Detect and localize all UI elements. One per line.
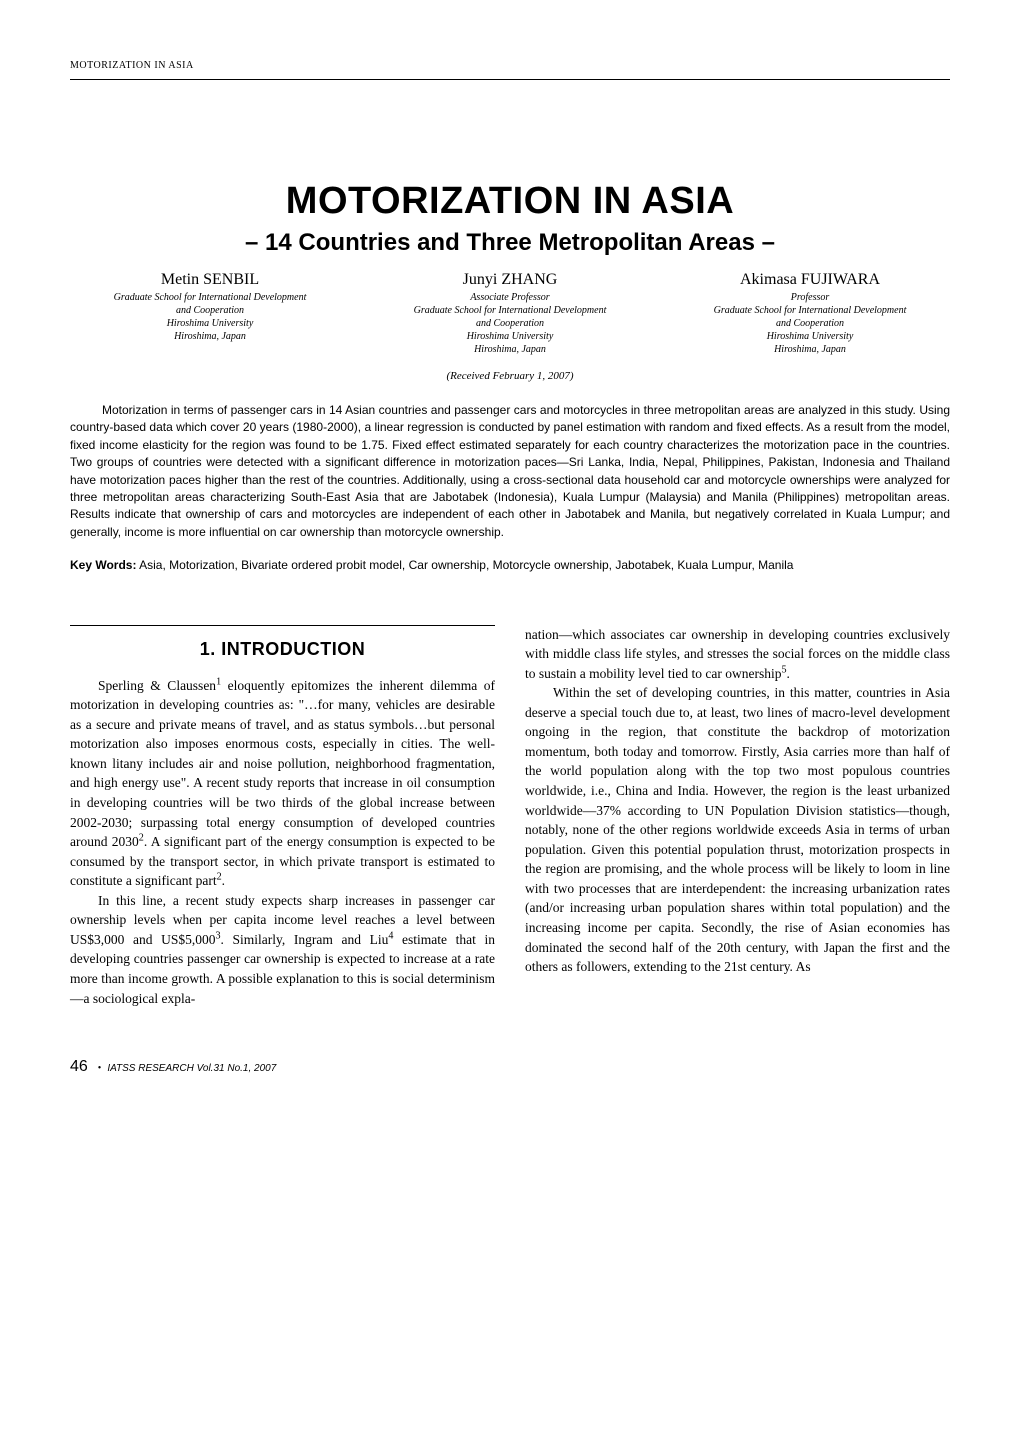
text-run: nation—which associates car ownership in…	[525, 627, 950, 681]
footer-bullet: •	[98, 1063, 102, 1074]
author-name: Akimasa FUJIWARA	[670, 271, 950, 289]
section-heading: 1. INTRODUCTION	[70, 636, 495, 662]
author-block-1: Metin SENBIL Graduate School for Interna…	[70, 271, 350, 356]
paragraph: Sperling & Claussen1 eloquently epitomiz…	[70, 676, 495, 891]
paragraph: Within the set of developing countries, …	[525, 683, 950, 976]
column-right: nation—which associates car ownership in…	[525, 625, 950, 1009]
author-role: Professor	[670, 291, 950, 304]
author-block-3: Akimasa FUJIWARA Professor Graduate Scho…	[670, 271, 950, 356]
paragraph-continuation: nation—which associates car ownership in…	[525, 625, 950, 684]
section-rule	[70, 625, 495, 626]
page-number: 46	[70, 1058, 88, 1076]
author-affil-line: Graduate School for International Develo…	[370, 304, 650, 317]
text-run: .	[787, 666, 790, 681]
text-run: Sperling & Claussen	[98, 678, 216, 693]
received-date: (Received February 1, 2007)	[70, 370, 950, 382]
authors-row: Metin SENBIL Graduate School for Interna…	[70, 271, 950, 356]
author-affil-line: Graduate School for International Develo…	[70, 291, 350, 304]
column-left: 1. INTRODUCTION Sperling & Claussen1 elo…	[70, 625, 495, 1009]
author-affil-line: Hiroshima University	[370, 330, 650, 343]
author-affil-line: Hiroshima University	[670, 330, 950, 343]
keywords-label: Key Words:	[70, 558, 136, 572]
page-footer: 46 • IATSS RESEARCH Vol.31 No.1, 2007	[70, 1058, 950, 1076]
author-affil-line: Hiroshima University	[70, 317, 350, 330]
author-name: Metin SENBIL	[70, 271, 350, 289]
paper-title: MOTORIZATION IN ASIA	[70, 180, 950, 223]
author-block-2: Junyi ZHANG Associate Professor Graduate…	[370, 271, 650, 356]
paragraph: In this line, a recent study expects sha…	[70, 891, 495, 1008]
abstract-text: Motorization in terms of passenger cars …	[70, 402, 950, 541]
journal-reference: IATSS RESEARCH Vol.31 No.1, 2007	[107, 1063, 276, 1074]
text-run: eloquently epitomizes the inherent dilem…	[70, 678, 495, 850]
keywords-text: Asia, Motorization, Bivariate ordered pr…	[139, 558, 793, 572]
paper-subtitle: – 14 Countries and Three Metropolitan Ar…	[70, 229, 950, 257]
body-columns: 1. INTRODUCTION Sperling & Claussen1 elo…	[70, 625, 950, 1009]
text-run: . Similarly, Ingram and Liu	[221, 932, 389, 947]
author-affil-line: and Cooperation	[670, 317, 950, 330]
author-affil-line: Hiroshima, Japan	[370, 343, 650, 356]
author-role: Associate Professor	[370, 291, 650, 304]
text-run: .	[222, 873, 225, 888]
keywords-block: Key Words: Asia, Motorization, Bivariate…	[70, 557, 950, 574]
running-header: MOTORIZATION IN ASIA	[70, 60, 950, 71]
author-affil-line: Hiroshima, Japan	[670, 343, 950, 356]
author-affil-line: Hiroshima, Japan	[70, 330, 350, 343]
author-affil-line: and Cooperation	[370, 317, 650, 330]
header-rule	[70, 79, 950, 80]
author-name: Junyi ZHANG	[370, 271, 650, 289]
author-affil-line: and Cooperation	[70, 304, 350, 317]
author-affil-line: Graduate School for International Develo…	[670, 304, 950, 317]
